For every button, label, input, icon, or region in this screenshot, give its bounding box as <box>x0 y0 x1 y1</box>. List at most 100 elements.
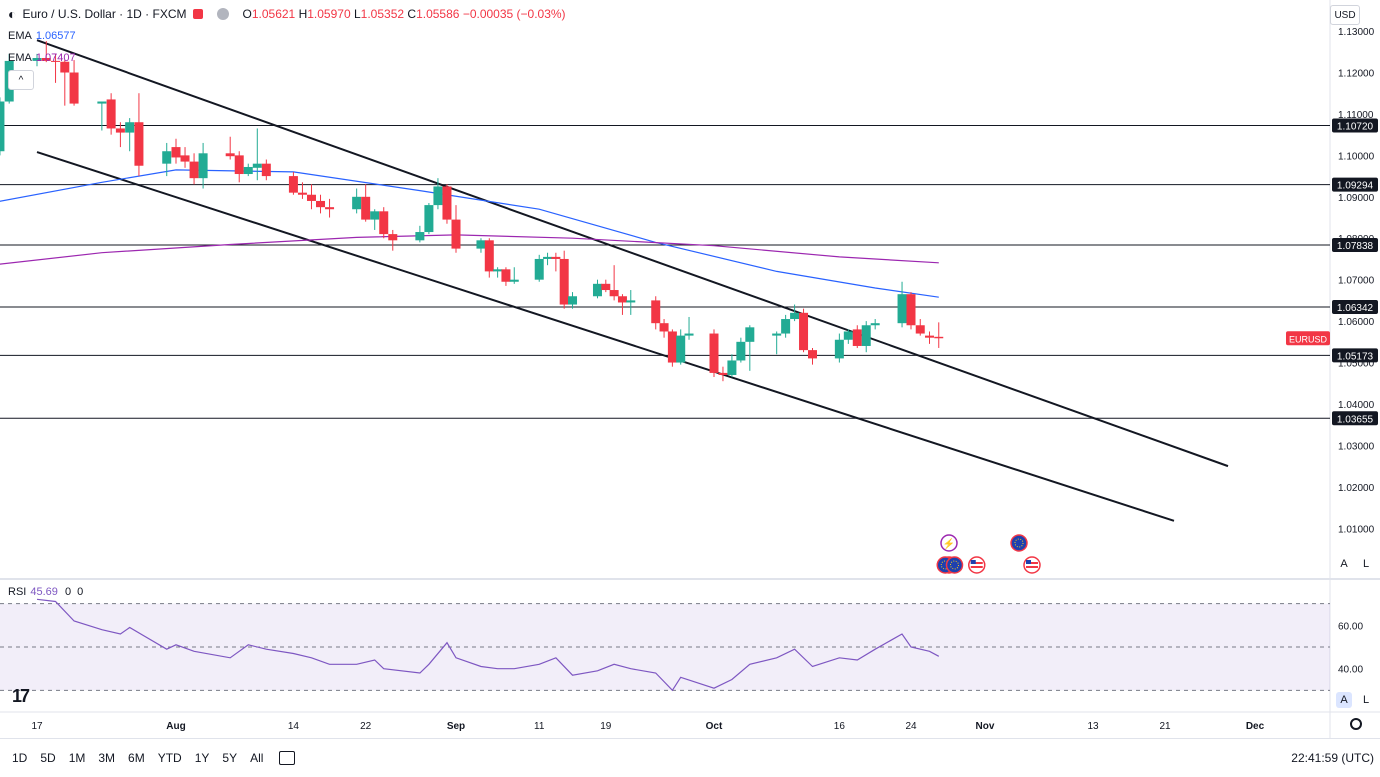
candle-body[interactable] <box>493 269 503 272</box>
candle-body[interactable] <box>361 196 371 220</box>
candle-body[interactable] <box>243 166 253 175</box>
rsi-auto-scale-button[interactable]: A <box>1336 692 1352 708</box>
eu-flag-event-icon[interactable] <box>1010 534 1028 552</box>
gear-icon[interactable] <box>1350 718 1362 730</box>
auto-scale-button[interactable]: A <box>1340 558 1348 570</box>
candle-body[interactable] <box>171 147 181 158</box>
candle-body[interactable] <box>667 331 677 363</box>
candle-body[interactable] <box>484 240 494 272</box>
timeframe-all[interactable]: All <box>250 751 264 765</box>
candle-body[interactable] <box>261 163 271 177</box>
candle-body[interactable] <box>180 155 190 162</box>
candle-body[interactable] <box>433 186 443 206</box>
candle-body[interactable] <box>288 176 298 193</box>
candle-body[interactable] <box>134 122 144 166</box>
candle-body[interactable] <box>745 327 755 342</box>
tradingview-logo-icon[interactable]: 17 <box>12 686 30 706</box>
candle-body[interactable] <box>781 319 791 334</box>
candle-body[interactable] <box>601 283 611 291</box>
candle-body[interactable] <box>97 101 107 104</box>
candle-body[interactable] <box>225 153 235 157</box>
candle-body[interactable] <box>476 240 486 249</box>
candle-body[interactable] <box>198 153 208 179</box>
candle-body[interactable] <box>442 186 452 220</box>
candle-body[interactable] <box>609 290 619 297</box>
calendar-icon[interactable] <box>279 751 296 765</box>
candle-body[interactable] <box>60 61 70 73</box>
timeframe-1m[interactable]: 1M <box>68 751 86 765</box>
candle-body[interactable] <box>718 372 728 375</box>
candle-body[interactable] <box>0 101 5 152</box>
candle-body[interactable] <box>834 339 844 359</box>
candle-body[interactable] <box>772 333 782 336</box>
timeframe-3m[interactable]: 3M <box>98 751 116 765</box>
candle-body[interactable] <box>297 192 307 195</box>
candle-body[interactable] <box>306 194 316 201</box>
candle-body[interactable] <box>592 283 602 297</box>
candle-body[interactable] <box>234 155 244 175</box>
candle-body[interactable] <box>934 336 944 339</box>
candle-body[interactable] <box>370 211 380 220</box>
clock[interactable]: 22:41:59 (UTC) <box>1291 751 1374 765</box>
eu-flag-event-icon[interactable] <box>945 556 964 574</box>
timeframe-1d[interactable]: 1D <box>12 751 28 765</box>
timeframe-1y[interactable]: 1Y <box>194 751 210 765</box>
candle-body[interactable] <box>424 205 434 233</box>
candle-body[interactable] <box>32 58 42 61</box>
candle-body[interactable] <box>808 350 817 359</box>
symbol-price-tag[interactable] <box>1286 331 1330 346</box>
candle-body[interactable] <box>115 128 125 133</box>
ema-fast-legend[interactable]: EMA 1.06577 <box>8 30 76 42</box>
candle-body[interactable] <box>69 72 79 104</box>
candle-body[interactable] <box>799 312 809 351</box>
timeframe-6m[interactable]: 6M <box>128 751 145 765</box>
candle-body[interactable] <box>162 151 172 164</box>
candle-body[interactable] <box>617 296 627 303</box>
candle-body[interactable] <box>388 234 398 241</box>
candle-body[interactable] <box>534 258 544 280</box>
ema-slow-legend[interactable]: EMA 1.07407 <box>8 52 76 64</box>
candle-body[interactable] <box>501 269 511 282</box>
log-scale-button[interactable]: L <box>1362 558 1370 570</box>
candle-body[interactable] <box>125 122 135 133</box>
lightning-event-icon[interactable] <box>940 534 958 552</box>
collapse-legend-button[interactable]: ^ <box>8 70 34 90</box>
candle-body[interactable] <box>925 335 934 338</box>
candle-body[interactable] <box>852 329 862 346</box>
currency-selector[interactable]: USD <box>1330 5 1360 25</box>
candle-body[interactable] <box>509 279 519 282</box>
rsi-legend[interactable]: RSI 45.69 0 0 <box>8 586 84 598</box>
rsi-log-scale-button[interactable]: L <box>1362 694 1370 706</box>
candle-body[interactable] <box>252 163 262 168</box>
candle-body[interactable] <box>676 335 686 363</box>
symbol-title[interactable]: Euro / U.S. Dollar · 1D · FXCM <box>22 7 187 21</box>
candle-body[interactable] <box>626 300 636 303</box>
candle-body[interactable] <box>551 256 561 259</box>
candle-body[interactable] <box>651 300 661 324</box>
candle-body[interactable] <box>568 296 578 305</box>
timeframe-5y[interactable]: 5Y <box>222 751 238 765</box>
candle-body[interactable] <box>906 294 916 326</box>
candle-body[interactable] <box>543 256 553 259</box>
candle-body[interactable] <box>379 211 389 235</box>
candle-body[interactable] <box>51 60 61 62</box>
candle-body[interactable] <box>415 232 425 241</box>
candle-body[interactable] <box>861 325 871 346</box>
price-chart-svg[interactable]: 1.01000 1.02000 1.03000 1.04000 1.05000 1.060… <box>0 0 1380 738</box>
candle-body[interactable] <box>451 219 461 249</box>
us-flag-event-icon[interactable] <box>1023 556 1041 574</box>
us-flag-event-icon[interactable] <box>968 556 986 574</box>
candle-body[interactable] <box>897 294 907 324</box>
candle-body[interactable] <box>870 323 880 326</box>
candle-body[interactable] <box>684 333 694 336</box>
candle-body[interactable] <box>915 325 925 334</box>
candle-body[interactable] <box>41 58 51 61</box>
candle-body[interactable] <box>709 333 719 373</box>
candle-body[interactable] <box>736 341 746 361</box>
candle-body[interactable] <box>559 258 569 305</box>
timeframe-5d[interactable]: 5D <box>40 751 56 765</box>
timeframe-ytd[interactable]: YTD <box>157 751 182 765</box>
candle-body[interactable] <box>843 331 853 340</box>
candle-body[interactable] <box>106 99 116 129</box>
